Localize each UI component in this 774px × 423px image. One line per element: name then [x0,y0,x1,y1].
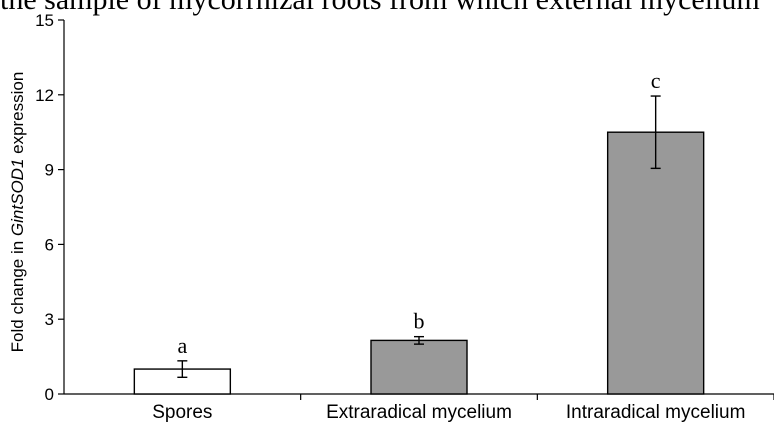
y-axis-title: Fold change in GintSOD1 expression [8,72,27,353]
y-axis-title-suffix: expression [8,72,27,159]
y-tick-label: 3 [45,310,54,329]
x-category-label: Extraradical mycelium [326,402,512,423]
y-tick-label: 15 [35,11,54,30]
bar-extraradical-mycelium [370,339,468,395]
y-tick-label: 6 [45,235,54,254]
significance-letter: a [177,333,187,358]
significance-letter: c [651,68,661,93]
y-axis-title-prefix: Fold change in [8,236,27,352]
bars: a Spores b Extraradical mycelium c Intraradic… [133,68,746,423]
y-tick-label: 12 [35,86,54,105]
y-axis-title-gene: GintSOD1 [8,159,27,236]
y-tick-label: 0 [45,385,54,404]
caption-fragment: the sample of mycorrhizal roots from whi… [0,0,774,17]
x-category-label: Intraradical mycelium [566,402,746,423]
bar-intraradical-mycelium [606,131,705,395]
x-category-label: Spores [152,402,212,423]
y-tick-label: 9 [45,161,54,180]
significance-letter: b [414,309,425,334]
